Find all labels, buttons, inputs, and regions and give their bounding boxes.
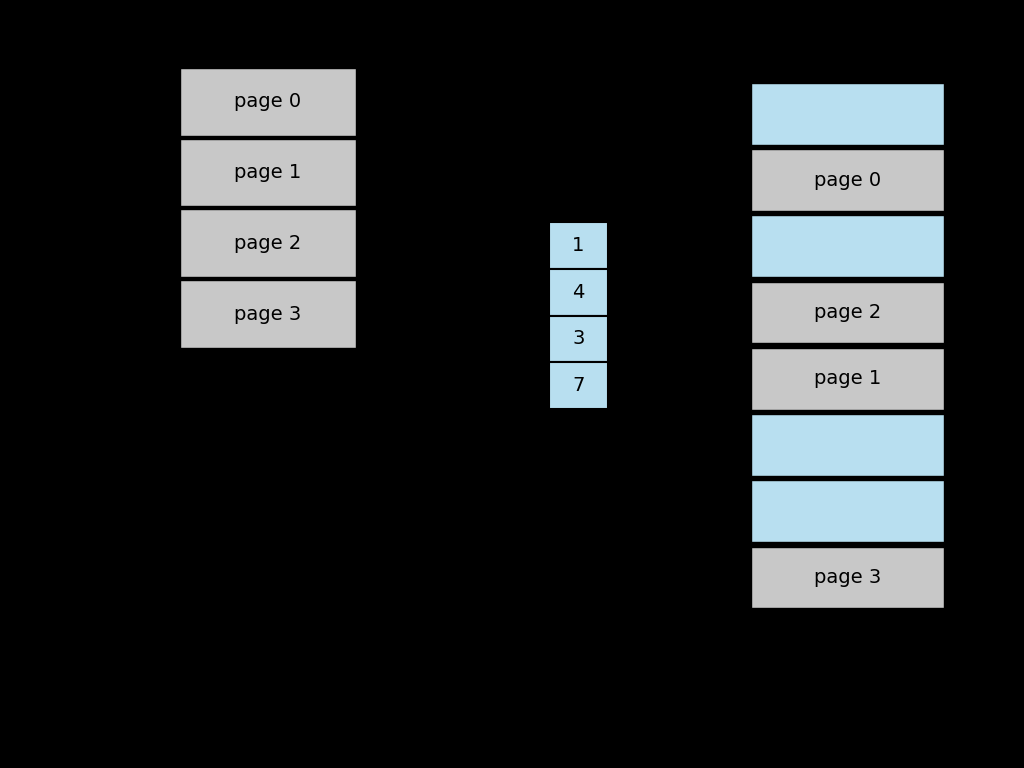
Text: page 1: page 1 xyxy=(814,369,881,389)
Text: 5: 5 xyxy=(723,435,735,455)
Text: page 1: page 1 xyxy=(234,163,301,182)
Text: page 0: page 0 xyxy=(234,92,301,111)
Text: page table: page table xyxy=(526,432,631,450)
FancyBboxPatch shape xyxy=(549,222,608,269)
FancyBboxPatch shape xyxy=(549,316,608,362)
Text: page 2: page 2 xyxy=(814,303,881,322)
Text: frame
number: frame number xyxy=(809,19,885,61)
Text: 4: 4 xyxy=(572,283,585,302)
FancyBboxPatch shape xyxy=(751,83,944,144)
FancyBboxPatch shape xyxy=(180,68,356,136)
Text: logical
memory: logical memory xyxy=(227,373,308,415)
Text: 1: 1 xyxy=(723,170,735,190)
FancyBboxPatch shape xyxy=(751,414,944,476)
Text: 1: 1 xyxy=(572,236,585,255)
FancyBboxPatch shape xyxy=(549,362,608,409)
Text: 0: 0 xyxy=(723,104,735,124)
FancyBboxPatch shape xyxy=(751,149,944,211)
Text: page 0: page 0 xyxy=(814,170,881,190)
FancyBboxPatch shape xyxy=(751,282,944,343)
FancyBboxPatch shape xyxy=(180,139,356,207)
Text: page 3: page 3 xyxy=(814,568,881,587)
FancyBboxPatch shape xyxy=(751,348,944,409)
Text: 0: 0 xyxy=(522,236,535,255)
Text: 6: 6 xyxy=(723,502,735,521)
FancyBboxPatch shape xyxy=(751,480,944,542)
FancyBboxPatch shape xyxy=(751,215,944,277)
Text: 7: 7 xyxy=(572,376,585,395)
FancyBboxPatch shape xyxy=(549,269,608,316)
FancyBboxPatch shape xyxy=(751,547,944,608)
Text: 3: 3 xyxy=(723,303,735,322)
Text: 2: 2 xyxy=(723,237,735,256)
FancyBboxPatch shape xyxy=(180,210,356,277)
FancyBboxPatch shape xyxy=(180,280,356,348)
Text: 7: 7 xyxy=(723,568,735,587)
Text: 2: 2 xyxy=(521,329,535,349)
Text: page 2: page 2 xyxy=(234,233,301,253)
Text: 3: 3 xyxy=(572,329,585,349)
Text: physical
memory: physical memory xyxy=(807,624,888,665)
Text: 1: 1 xyxy=(521,283,535,302)
Text: 4: 4 xyxy=(723,369,735,389)
Text: page 3: page 3 xyxy=(234,304,301,323)
Text: 3: 3 xyxy=(521,376,535,395)
